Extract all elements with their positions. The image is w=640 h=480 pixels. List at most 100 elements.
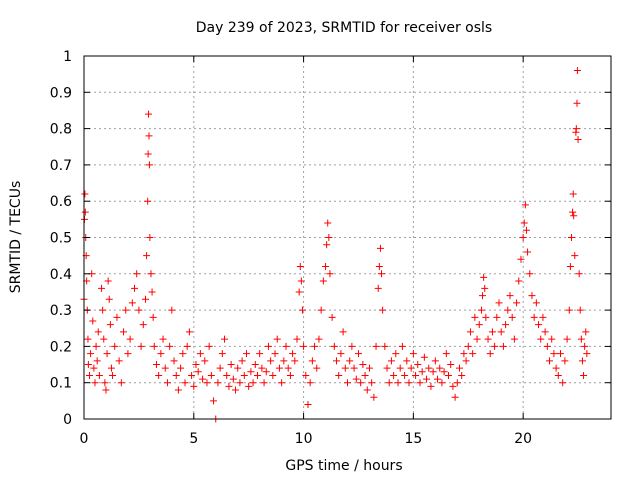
data-point xyxy=(567,234,575,241)
data-point xyxy=(280,357,288,365)
data-point xyxy=(117,379,125,387)
data-point xyxy=(532,299,540,307)
data-point xyxy=(293,335,301,343)
data-point xyxy=(330,342,338,350)
data-point xyxy=(84,335,92,343)
data-point xyxy=(161,364,169,372)
data-point xyxy=(522,226,530,234)
data-point xyxy=(87,350,95,358)
data-point xyxy=(214,379,222,387)
y-tick-label: 0.7 xyxy=(50,158,72,174)
data-point xyxy=(445,371,453,379)
data-point xyxy=(517,255,525,263)
data-point xyxy=(374,284,382,292)
data-point xyxy=(482,313,490,321)
data-point xyxy=(150,342,158,350)
data-point xyxy=(319,277,327,285)
data-point xyxy=(363,386,371,394)
data-point xyxy=(357,379,365,387)
data-point xyxy=(440,368,448,376)
y-axis-label: SRMTID / TECUs xyxy=(8,181,24,294)
data-point xyxy=(346,357,354,365)
data-point xyxy=(484,335,492,343)
data-point xyxy=(477,306,485,314)
x-tick-label: 0 xyxy=(80,431,89,447)
y-tick-label: 0.3 xyxy=(50,303,72,319)
data-point xyxy=(423,375,431,383)
data-point xyxy=(177,364,185,372)
data-point xyxy=(223,371,231,379)
data-point xyxy=(515,277,523,285)
data-point xyxy=(203,379,211,387)
data-point xyxy=(275,364,283,372)
data-point xyxy=(409,350,417,358)
data-point xyxy=(181,379,189,387)
data-point xyxy=(210,397,218,405)
data-point xyxy=(300,342,308,350)
data-point xyxy=(107,364,115,372)
data-point xyxy=(145,110,153,118)
data-point xyxy=(521,201,529,209)
data-point xyxy=(508,313,516,321)
data-point xyxy=(499,342,507,350)
data-point xyxy=(253,371,261,379)
data-point xyxy=(546,357,554,365)
data-point xyxy=(225,382,233,390)
data-point xyxy=(109,371,117,379)
data-point xyxy=(144,150,152,158)
data-point xyxy=(442,350,450,358)
data-point xyxy=(368,379,376,387)
data-point xyxy=(84,361,92,369)
data-point xyxy=(354,350,362,358)
data-point xyxy=(383,364,391,372)
data-point xyxy=(155,371,163,379)
data-point xyxy=(530,313,538,321)
data-point xyxy=(229,375,237,383)
data-point xyxy=(337,350,345,358)
data-point xyxy=(425,364,433,372)
data-point xyxy=(188,371,196,379)
data-point xyxy=(163,379,171,387)
data-point xyxy=(227,361,235,369)
data-point xyxy=(348,342,356,350)
data-point xyxy=(194,368,202,376)
data-point xyxy=(271,350,279,358)
data-point xyxy=(344,379,351,387)
data-point xyxy=(145,132,153,140)
data-point xyxy=(539,313,547,321)
data-point xyxy=(172,371,180,379)
data-point xyxy=(339,328,347,336)
data-point xyxy=(570,212,578,220)
data-point xyxy=(563,335,571,343)
data-point xyxy=(370,393,378,401)
data-point xyxy=(111,342,119,350)
data-point xyxy=(90,364,98,372)
x-tick-label: 5 xyxy=(189,431,198,447)
y-tick-labels: 0 0.1 0.2 0.3 0.4 0.5 0.6 0.7 0.8 0.9 1 xyxy=(50,49,72,428)
data-point xyxy=(308,357,316,365)
data-point xyxy=(131,284,139,292)
data-point xyxy=(458,371,466,379)
data-point xyxy=(251,361,259,369)
data-point xyxy=(469,350,477,358)
data-point xyxy=(572,125,580,133)
data-point xyxy=(535,321,543,329)
data-point xyxy=(183,342,191,350)
data-point xyxy=(506,292,514,300)
data-point xyxy=(387,357,395,365)
data-point xyxy=(304,400,312,408)
data-point xyxy=(418,368,426,376)
data-point xyxy=(199,375,207,383)
data-point xyxy=(460,350,468,358)
data-point xyxy=(493,313,501,321)
y-tick-label: 0.2 xyxy=(50,339,72,355)
data-point xyxy=(234,364,242,372)
data-point xyxy=(166,342,174,350)
data-point xyxy=(98,284,106,292)
data-point xyxy=(352,375,360,383)
data-point xyxy=(94,328,102,336)
data-point xyxy=(149,313,157,321)
data-point xyxy=(552,364,560,372)
data-point xyxy=(464,342,472,350)
